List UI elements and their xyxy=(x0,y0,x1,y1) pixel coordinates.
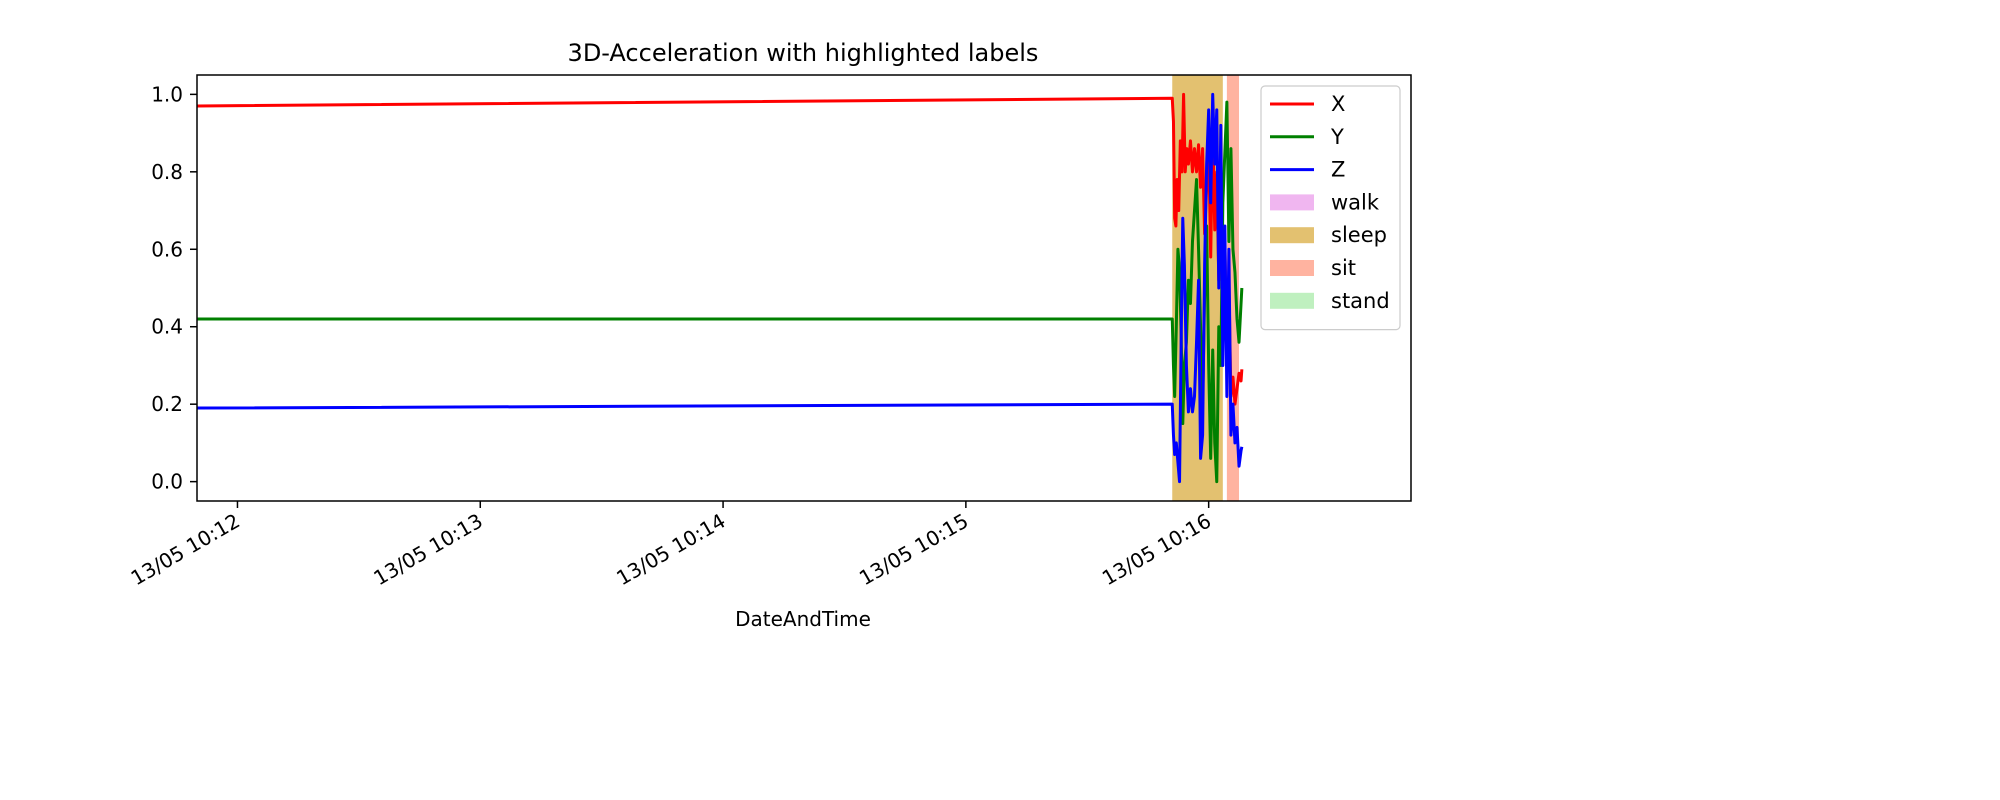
series-layer xyxy=(196,92,1244,484)
legend-swatch-sleep xyxy=(1270,227,1314,244)
y-tick-label: 0.4 xyxy=(151,315,183,339)
x-axis-label: DateAndTime xyxy=(735,607,871,630)
legend-swatch-walk xyxy=(1270,194,1314,211)
legend-label-y: Y xyxy=(1330,125,1344,149)
legend-label-sleep: sleep xyxy=(1331,223,1387,247)
y-axis: 0.0 0.2 0.4 0.6 0.8 1.0 xyxy=(151,82,197,494)
legend-label-walk: walk xyxy=(1331,190,1380,214)
legend-label-x: X xyxy=(1331,92,1345,116)
legend-label-stand: stand xyxy=(1331,289,1390,313)
legend-label-z: Z xyxy=(1331,158,1345,182)
y-tick-label: 0.6 xyxy=(151,237,183,261)
chart-root: 3D-Acceleration with highlighted labels … xyxy=(127,39,1412,630)
y-tick-label: 0.2 xyxy=(151,392,183,416)
plot-frame xyxy=(196,74,1412,502)
x-tick-label: 13/05 10:15 xyxy=(855,509,972,591)
y-tick-label: 1.0 xyxy=(151,82,183,106)
x-tick-label: 13/05 10:16 xyxy=(1098,509,1215,591)
series-line-y xyxy=(197,100,1244,484)
x-tick-label: 13/05 10:14 xyxy=(612,509,729,591)
x-tick-label: 13/05 10:12 xyxy=(127,509,244,591)
chart-title: 3D-Acceleration with highlighted labels xyxy=(568,39,1039,67)
y-tick-label: 0.8 xyxy=(151,160,183,184)
x-axis: 13/05 10:12 13/05 10:13 13/05 10:14 13/05 1… xyxy=(127,501,1215,591)
x-tick-label: 13/05 10:13 xyxy=(369,509,486,591)
y-tick-label: 0.0 xyxy=(151,470,183,494)
legend-swatch-stand xyxy=(1270,292,1314,309)
series-line-x xyxy=(196,92,1244,406)
legend-swatch-sit xyxy=(1270,260,1314,276)
legend-label-sit: sit xyxy=(1331,256,1356,280)
chart-svg: 3D-Acceleration with highlighted labels … xyxy=(127,39,1412,630)
series-line-z xyxy=(196,92,1244,484)
